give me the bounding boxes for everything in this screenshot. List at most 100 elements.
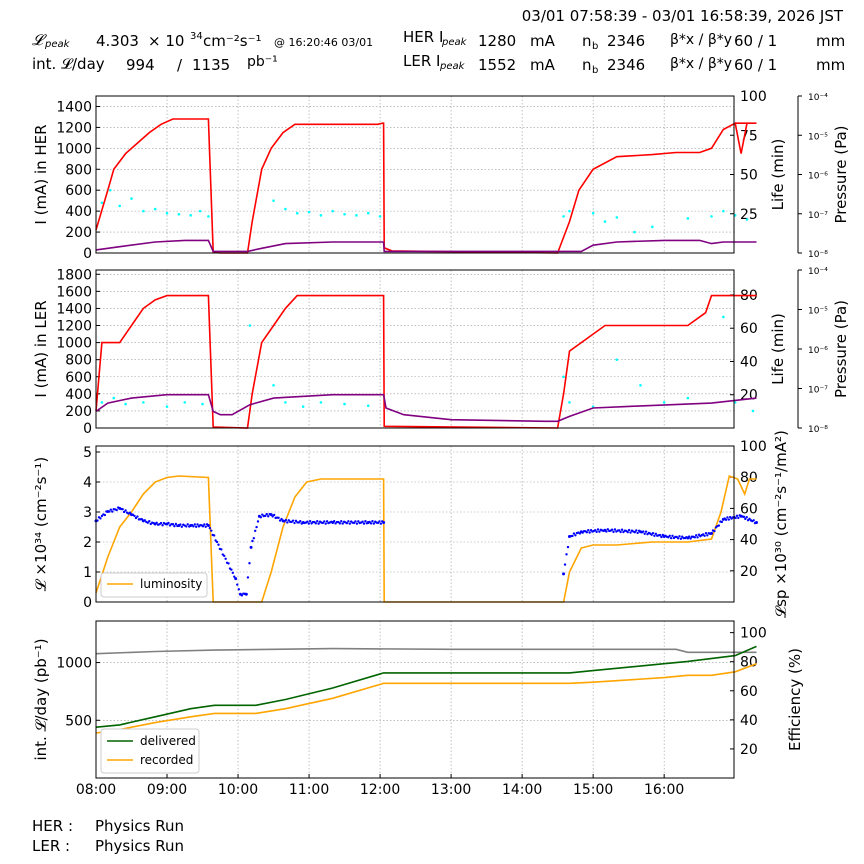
specific-point xyxy=(594,529,597,532)
specific-point xyxy=(255,525,258,529)
specific-point xyxy=(116,506,120,509)
pressure-point xyxy=(177,212,181,216)
pressure-point xyxy=(662,401,666,404)
pressure-point xyxy=(568,401,571,404)
specific-point xyxy=(330,520,333,523)
specific-point xyxy=(306,520,309,523)
y2-tick-label: 100 xyxy=(740,626,767,642)
specific-point xyxy=(661,533,664,537)
ler-status-label: LER : xyxy=(32,837,70,855)
specific-point xyxy=(671,534,674,538)
pressure-point xyxy=(366,211,370,215)
pressure-point xyxy=(568,209,571,213)
her-value: 1280 xyxy=(478,32,516,50)
specific-point xyxy=(372,522,376,525)
specific-point xyxy=(299,520,302,523)
ler-beta-unit: mm xyxy=(816,56,845,74)
specific-point xyxy=(379,522,383,525)
specific-point xyxy=(364,520,367,523)
specific-point xyxy=(174,522,178,526)
specific-point xyxy=(293,521,296,525)
her-status-label: HER : xyxy=(32,817,73,835)
specific-point xyxy=(703,534,706,537)
pressure-point xyxy=(562,215,565,218)
pressure-point xyxy=(284,401,287,404)
y-axis-label: 𝓛 ×10³⁴ (cm⁻²s⁻¹) xyxy=(32,457,50,591)
luminosity-line xyxy=(95,474,757,603)
intl-unit: pb⁻¹ xyxy=(247,54,278,70)
y-tick-label: 200 xyxy=(65,404,92,420)
panel-1: 020040060080010001200140025507510010⁻⁸10… xyxy=(32,89,850,262)
legend-box xyxy=(100,728,200,774)
specific-point xyxy=(696,536,699,539)
pressure-point xyxy=(142,401,145,404)
legend-label-luminosity: luminosity xyxy=(140,577,202,591)
y-tick-label: 1600 xyxy=(56,284,92,300)
specific-point xyxy=(602,529,605,533)
specific-point xyxy=(240,594,244,597)
y2-tick-label: 25 xyxy=(740,207,758,223)
y-tick-label: 800 xyxy=(65,353,92,369)
her-nb-sub: b xyxy=(592,41,598,52)
plot-frame xyxy=(95,445,735,603)
pressure-point xyxy=(343,212,346,216)
specific-point xyxy=(378,520,381,523)
specific-point xyxy=(629,531,632,534)
y2-tick-label: 20 xyxy=(740,564,758,580)
y-axis-label: I (mA) in HER xyxy=(32,124,50,224)
specific-point xyxy=(201,525,205,528)
pressure-point xyxy=(201,402,204,406)
specific-point xyxy=(155,521,158,524)
specific-point xyxy=(193,523,196,526)
y2-tick-label: 80 xyxy=(740,655,758,671)
specific-point xyxy=(724,518,728,521)
pressure-point xyxy=(686,217,690,220)
intl-value2: 1135 xyxy=(192,56,230,74)
pressure-point xyxy=(733,214,737,217)
specific-point xyxy=(133,514,136,518)
specific-point xyxy=(186,523,189,526)
specific-point xyxy=(635,529,638,532)
specific-point xyxy=(596,528,600,531)
specific-point xyxy=(626,530,629,534)
y2-tick-label: 20 xyxy=(740,742,758,758)
specific-point xyxy=(261,513,264,516)
y-tick-label: 5 xyxy=(83,445,92,461)
plot-frame xyxy=(95,269,735,429)
specific-point xyxy=(598,530,601,533)
pressure-point xyxy=(284,207,287,211)
specific-point xyxy=(103,513,107,517)
specific-point xyxy=(308,520,312,523)
specific-point xyxy=(259,515,263,519)
y2-tick-label: 50 xyxy=(740,168,758,184)
current-line xyxy=(95,294,757,429)
x-tick-label: 16:00 xyxy=(644,782,684,798)
specific-point xyxy=(660,535,663,539)
specific-point xyxy=(381,520,384,523)
specific-point xyxy=(203,523,206,526)
specific-point xyxy=(578,532,582,535)
y-tick-label: 200 xyxy=(65,225,92,241)
y-tick-label: 1200 xyxy=(56,319,92,335)
specific-point xyxy=(236,583,239,586)
ler-nb-label: n xyxy=(582,56,592,74)
specific-point xyxy=(105,510,108,513)
specific-point xyxy=(637,529,641,532)
intl-slash: / xyxy=(177,56,183,74)
ler-nb-sub: b xyxy=(592,65,598,76)
specific-point xyxy=(365,522,369,525)
specific-point xyxy=(96,519,99,522)
specific-point xyxy=(362,522,366,525)
pressure-point xyxy=(165,405,169,408)
pressure-point xyxy=(343,402,346,406)
lpeak-time: @ 16:20:46 03/01 xyxy=(274,36,373,49)
specific-point xyxy=(644,530,648,533)
specific-point xyxy=(159,521,163,525)
pressure-point xyxy=(378,215,382,218)
pressure-point xyxy=(118,204,121,208)
specific-point xyxy=(734,516,737,520)
pressure-tick-label: 10⁻⁵ xyxy=(808,307,828,317)
specific-point xyxy=(192,525,195,528)
specific-point xyxy=(251,539,254,543)
